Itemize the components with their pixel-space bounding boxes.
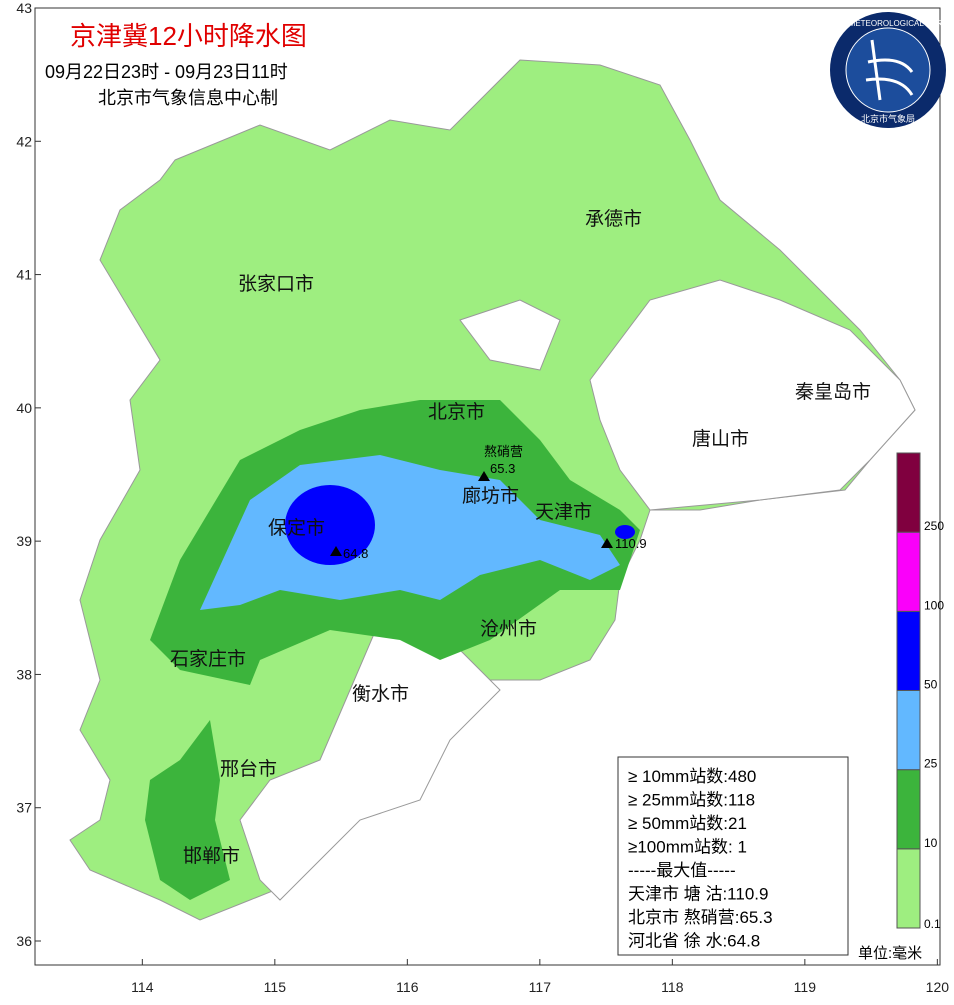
city-label: 邯郸市 [183, 845, 240, 867]
colorbar-segment [896, 769, 921, 850]
colorbar-segment [896, 690, 921, 771]
logo: BEIJING METEOROLOGICAL SERVICE 北京市气象局 [815, 12, 954, 128]
colorbar-segment [896, 452, 921, 533]
legend-line: ≥ 10mm站数:480 [628, 767, 756, 786]
x-tick-label: 119 [794, 979, 817, 995]
city-labels: 承德市 张家口市 北京市 秦皇岛市 唐山市 廊坊市 天津市 保定市 沧州市 石家… [170, 208, 871, 867]
colorbar-segment [896, 531, 921, 612]
city-label: 承德市 [585, 208, 642, 230]
y-tick-label: 36 [16, 933, 32, 949]
moderate-rain-south [145, 720, 230, 900]
legend-line: 天津市 塘 沽:110.9 [628, 885, 768, 904]
colorbar-segment [896, 848, 921, 929]
station-marker [478, 471, 490, 481]
station-marker [330, 546, 342, 556]
colorbar: 0.1 10 25 50 100 250 [896, 452, 944, 931]
legend-frame [617, 756, 849, 956]
city-label: 廊坊市 [462, 485, 519, 507]
city-label: 沧州市 [480, 618, 537, 640]
rainstorm-area [285, 485, 375, 565]
logo-name: 北京市气象局 [861, 113, 915, 124]
dry-area-northeast [589, 279, 916, 511]
y-tick-label: 40 [16, 400, 32, 416]
station-name: 熬硝营 [484, 444, 523, 459]
x-tick-label: 120 [926, 979, 950, 995]
x-tick-label: 115 [264, 979, 287, 995]
y-tick-label: 41 [16, 267, 32, 283]
station-value: 64.8 [343, 546, 368, 561]
y-tick-label: 39 [16, 533, 32, 549]
city-label: 邢台市 [220, 758, 277, 780]
dry-area-center [459, 299, 561, 371]
rainstorm-area [615, 525, 635, 539]
logo-mark [865, 39, 914, 101]
city-label: 天津市 [535, 501, 592, 523]
city-label: 石家庄市 [170, 648, 246, 670]
colorbar-label: 100 [924, 598, 944, 612]
legend-line: -----最大值----- [628, 861, 736, 880]
city-label: 衡水市 [352, 683, 409, 705]
dry-area-south [239, 619, 501, 901]
y-tick-label: 42 [16, 133, 32, 149]
colorbar-label: 250 [924, 519, 944, 533]
map-title: 京津冀12小时降水图 [70, 21, 307, 51]
city-label: 北京市 [428, 401, 485, 423]
colorbar-label: 10 [924, 836, 938, 850]
legend-line: ≥ 50mm站数:21 [628, 814, 747, 833]
y-tick-label: 38 [16, 666, 32, 682]
legend-line: ≥100mm站数: 1 [628, 838, 747, 857]
city-label: 秦皇岛市 [795, 381, 871, 403]
x-tick-label: 118 [661, 979, 684, 995]
station-value: 65.3 [490, 461, 515, 476]
y-tick-label: 37 [16, 800, 32, 816]
y-tick-label: 43 [16, 0, 32, 16]
city-label: 张家口市 [238, 273, 314, 295]
legend-line: 河北省 徐 水:64.8 [628, 932, 760, 951]
legend-line: ≥ 25mm站数:118 [628, 791, 755, 810]
colorbar-segment [896, 610, 921, 691]
colorbar-label: 0.1 [924, 917, 941, 931]
x-tick-label: 114 [131, 979, 154, 995]
unit-label: 单位:毫米 [858, 944, 922, 962]
legend-line: 北京市 熬硝营:65.3 [628, 907, 773, 927]
time-range: 09月22日23时 - 09月23日11时 [45, 62, 288, 82]
x-tick-label: 117 [529, 979, 552, 995]
station-value: 110.9 [615, 536, 647, 551]
x-tick-label: 116 [396, 979, 419, 995]
axes: 114 115 116 117 118 119 120 36 37 38 39 40 41 42 43 [16, 0, 949, 995]
legend-box: ≥ 10mm站数:480 ≥ 25mm站数:118 ≥ 50mm站数:21 ≥100m… [617, 756, 922, 962]
colorbar-label: 50 [924, 678, 938, 692]
station-marker [601, 538, 613, 548]
city-label: 保定市 [268, 517, 325, 539]
city-label: 唐山市 [692, 428, 749, 450]
colorbar-label: 25 [924, 757, 938, 771]
stations: 熬硝营 65.3 110.9 64.8 [330, 444, 647, 561]
logo-inner [845, 27, 931, 113]
producer: 北京市气象信息中心制 [98, 88, 278, 108]
logo-ring-text: BEIJING METEOROLOGICAL SERVICE [815, 19, 954, 28]
